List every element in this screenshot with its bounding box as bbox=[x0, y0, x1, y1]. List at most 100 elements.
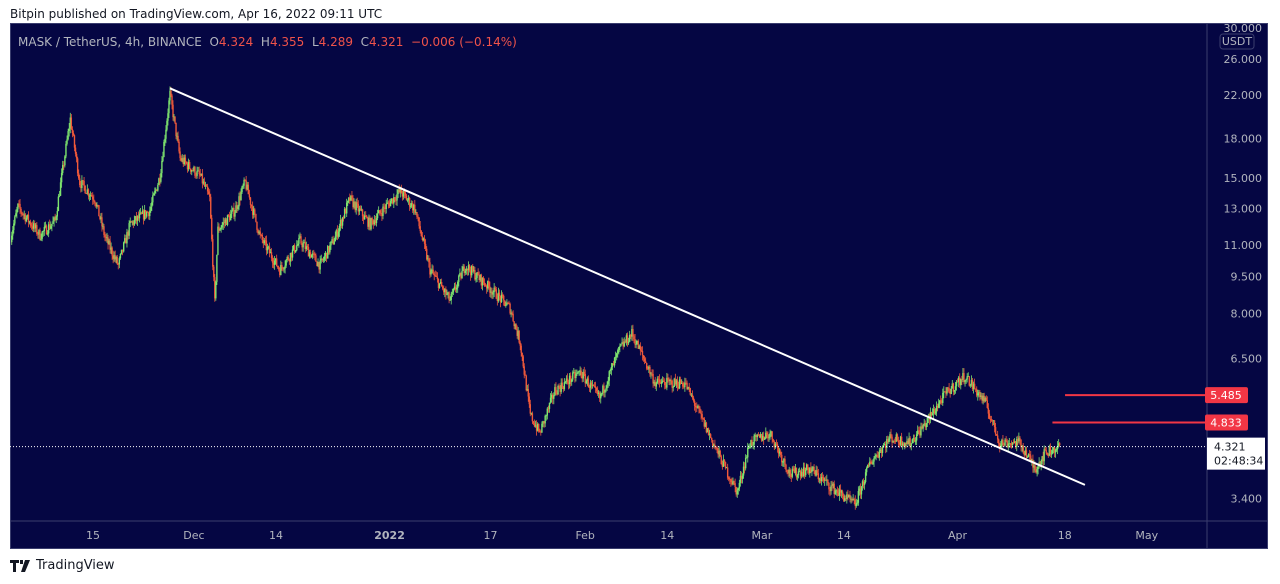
candle-body bbox=[293, 245, 296, 253]
candle-body bbox=[541, 423, 543, 433]
candle-body bbox=[646, 363, 648, 369]
candle-body bbox=[809, 467, 811, 474]
candle-body bbox=[72, 133, 75, 136]
candle-body bbox=[758, 435, 761, 438]
candle-body bbox=[648, 366, 650, 369]
candle-body bbox=[114, 255, 116, 260]
candle-body bbox=[723, 459, 726, 463]
candle-body bbox=[713, 444, 715, 446]
candle-body bbox=[673, 378, 675, 387]
candle-body bbox=[432, 269, 434, 274]
candle-body bbox=[1030, 455, 1032, 461]
candle-body bbox=[166, 120, 168, 130]
candle-body bbox=[328, 246, 330, 253]
candle-body bbox=[1003, 443, 1005, 446]
candle-body bbox=[533, 423, 536, 427]
candle-body bbox=[392, 198, 394, 204]
candle-body bbox=[806, 464, 808, 470]
candle-body bbox=[788, 469, 790, 474]
candle-body bbox=[778, 451, 781, 454]
candle-body bbox=[270, 252, 273, 259]
candle-body bbox=[859, 488, 862, 495]
candle-body bbox=[546, 408, 549, 416]
candle-body bbox=[346, 202, 348, 214]
candle-body bbox=[481, 277, 484, 286]
candle-body bbox=[521, 352, 523, 357]
candle-body bbox=[815, 470, 817, 476]
candle-body bbox=[591, 384, 594, 386]
candle-body bbox=[187, 162, 190, 170]
candle-body bbox=[193, 167, 195, 171]
candle-body bbox=[845, 498, 847, 499]
candle-body bbox=[558, 385, 560, 388]
candle-body bbox=[106, 237, 108, 239]
candle-body bbox=[286, 256, 288, 261]
candle-body bbox=[319, 260, 321, 270]
candle-body bbox=[702, 417, 704, 419]
candle-body bbox=[92, 196, 94, 200]
candle-body bbox=[412, 203, 414, 211]
candle-body bbox=[839, 489, 842, 493]
candle-body bbox=[967, 376, 969, 378]
candle-body bbox=[51, 223, 53, 227]
candle-body bbox=[664, 381, 666, 386]
candle-body bbox=[321, 258, 324, 261]
candle-body bbox=[651, 373, 653, 375]
candle-body bbox=[987, 407, 990, 414]
candle-body bbox=[431, 269, 433, 271]
candle-body bbox=[873, 458, 875, 462]
candle-body bbox=[1001, 439, 1003, 446]
candle-body bbox=[610, 366, 613, 370]
candle-body bbox=[641, 350, 644, 356]
candle-body bbox=[184, 157, 187, 163]
candle-body bbox=[73, 135, 76, 148]
last-price-badge bbox=[1207, 437, 1265, 470]
candle-body bbox=[552, 394, 554, 399]
candle-body bbox=[351, 195, 353, 198]
candle-body bbox=[907, 440, 909, 445]
candle-body bbox=[752, 444, 754, 446]
candle-body bbox=[578, 371, 580, 373]
candle-body bbox=[409, 206, 412, 208]
candle-body bbox=[389, 201, 392, 207]
candle-body bbox=[65, 143, 67, 157]
candle-body bbox=[205, 185, 208, 187]
candle-body bbox=[612, 363, 615, 366]
candle-body bbox=[880, 449, 883, 453]
candle-body bbox=[74, 147, 77, 154]
candle-body bbox=[226, 215, 229, 225]
candle-body bbox=[27, 214, 30, 223]
candle-body bbox=[379, 210, 381, 213]
candle-body bbox=[307, 247, 310, 257]
candle-body bbox=[536, 423, 539, 431]
candle-body bbox=[119, 253, 122, 259]
candle-body bbox=[627, 341, 630, 344]
candle-body bbox=[198, 170, 200, 175]
candle-body bbox=[22, 214, 24, 216]
candle-body bbox=[76, 158, 79, 174]
candle-body bbox=[618, 346, 620, 351]
candle-body bbox=[677, 386, 680, 389]
candle-body bbox=[1053, 447, 1056, 453]
candle-body bbox=[368, 217, 370, 227]
candle-body bbox=[885, 444, 887, 449]
candle-body bbox=[336, 229, 339, 237]
candle-body bbox=[947, 387, 949, 389]
candle-body bbox=[871, 463, 873, 465]
candle-body bbox=[1049, 446, 1052, 454]
candle-body bbox=[424, 243, 427, 249]
publish-info: Bitpin published on TradingView.com, Apr… bbox=[10, 7, 383, 21]
candle-body bbox=[243, 179, 245, 186]
candle-body bbox=[592, 384, 595, 386]
candle-body bbox=[350, 195, 352, 201]
candle-body bbox=[832, 483, 834, 486]
candle-body bbox=[1043, 449, 1045, 462]
candle-body bbox=[82, 180, 84, 181]
candle-body bbox=[741, 475, 744, 479]
candle-body bbox=[290, 252, 293, 258]
candle-body bbox=[524, 374, 526, 376]
candle-body bbox=[96, 205, 98, 207]
candle-body bbox=[511, 312, 513, 314]
candle-body bbox=[865, 468, 868, 473]
